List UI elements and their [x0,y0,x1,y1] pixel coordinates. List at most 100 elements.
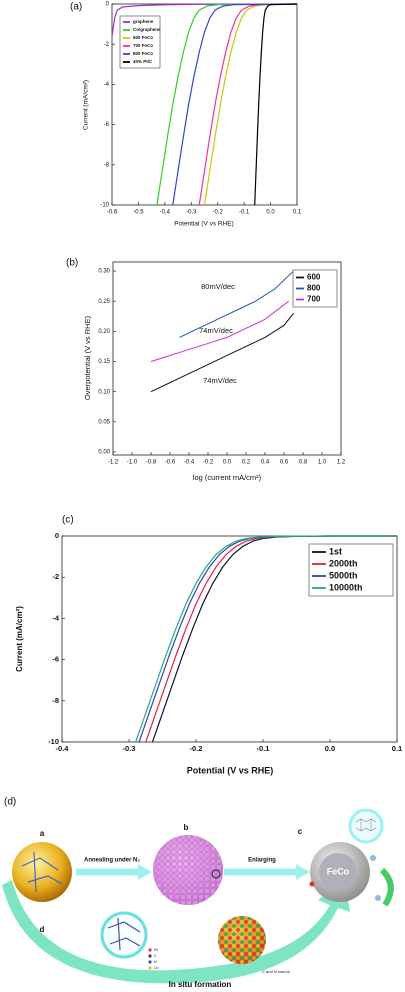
unit-cell [107,917,141,951]
arrow-head [296,864,310,880]
series-line [254,3,298,206]
x-tick-label: -0.6 [165,460,176,466]
unit-cell-inset [100,911,148,959]
y-axis-title: Current (mA/cm²) [83,80,90,130]
y-tick-label: 0 [55,531,59,540]
element-label: Fe [154,948,158,952]
step-label: b [184,823,189,832]
element-dot [148,948,152,952]
element-dot [148,954,152,958]
x-tick-label: 0.0 [266,210,275,216]
y-tick-label: -10 [48,737,59,746]
y-tick-label: -6 [52,655,59,664]
proton [370,855,376,861]
x-tick-label: -0.4 [56,744,70,753]
x-axis-title: Potential (V vs RHE) [174,221,234,228]
x-tick-label: 1.2 [337,460,346,466]
x-tick-label: 0.0 [223,460,232,466]
panel-label: (b) [66,258,78,269]
element-dot [148,960,152,964]
y-tick-label: -10 [100,203,109,209]
caption: In situ formation [169,980,232,989]
x-tick-label: 1.0 [318,460,327,466]
y-tick-label: 0.30 [98,269,110,275]
series-line [179,270,294,338]
legend-label: 5000th [329,570,358,580]
x-tick-label: -0.3 [186,210,197,216]
annotation: 74mV/dec [199,326,233,335]
series-line [150,300,290,362]
x-tick-label: -0.2 [203,460,214,466]
proton [375,895,381,901]
step-label: c [298,827,303,836]
x-tick-label: -0.2 [190,744,203,753]
y-tick-label: -2 [52,572,59,581]
panel-label: (d) [4,797,16,808]
series-line [156,3,298,206]
series-line [135,535,397,743]
element-dot [148,966,152,970]
panel-label: (a) [70,2,82,13]
y-tick-label: -8 [104,162,110,168]
x-tick-label: -0.6 [107,210,118,216]
x-axis-title: log (current mA/cm²) [193,473,262,482]
x-tick-label: -1.0 [127,460,138,466]
legend-label: 700 FeCo [133,43,153,48]
x-tick-label: -0.5 [133,210,144,216]
x-axis-title: Potential (V vs RHE) [187,765,274,775]
x-tick-label: -0.3 [123,744,136,753]
series-line [172,3,298,206]
legend-label: 10000th [329,582,363,592]
y-tick-label: 0.10 [98,389,110,395]
precursor-structure [21,851,63,893]
chart: -0.6 -0.5 -0.4 -0.3 -0.2 -0.1 0.0 0.1 -10 -8 -6 -4 -… [70,2,302,228]
annotation: 80mV/dec [201,282,235,291]
x-tick-label: -0.2 [213,210,224,216]
particle-texture [153,835,223,905]
diagram: (d) Annealing under N₂ Enlarging FeCo a … [2,797,394,989]
y-axis-title: Overpotential (V vs RHE) [83,315,92,400]
composite-texture [218,916,266,964]
x-tick-label: 0.0 [325,744,335,753]
legend-label: 40% Pt/C [133,59,153,64]
x-tick-label: 0.2 [242,460,251,466]
x-tick-label: -0.8 [146,460,157,466]
element-label: Co [154,966,159,970]
y-axis-title: Current (mA/cm²) [15,606,24,672]
y-tick-label: -6 [104,122,110,128]
legend-label: 800 [307,284,321,293]
source-label: C and N source [262,969,291,974]
legend-label: Co/graphene [133,27,161,32]
legend-label: 800 FeCo [133,51,153,56]
y-tick-label: 0.20 [98,329,110,335]
arrow-label: Annealing under N₂ [84,858,140,864]
element-label: C [154,954,157,958]
y-tick-label: -4 [104,82,110,88]
x-tick-label: 0.6 [280,460,289,466]
precursor-sphere [12,842,72,902]
graphene-inset [348,808,384,844]
annotation: 74mV/dec [203,376,237,385]
y-tick-label: 0.00 [98,450,110,456]
x-tick-label: -1.2 [108,460,119,466]
y-tick-label: 0.25 [98,299,110,305]
step-label: d [40,925,45,934]
core-label: FeCo [327,866,350,876]
x-tick-label: -0.4 [184,460,195,466]
chart: -1.2 -1.0 -0.8 -0.6 -0.4 -0.2 0.0 0.2 0.4 0.6 0.8 1… [66,258,346,482]
legend-box [119,15,161,69]
particle-zoom [211,869,221,879]
y-tick-label: -8 [52,696,59,705]
y-tick-label: 0.15 [98,359,110,365]
legend-label: 1st [329,546,342,556]
y-tick-label: 0 [106,2,110,8]
arrow-label: Enlarging [248,858,276,864]
arrow-head [138,864,152,880]
legend-label: 600 FeCo [133,35,153,40]
graphene-lattice [355,818,377,832]
y-tick-label: -4 [52,613,59,622]
x-tick-label: 0.1 [392,744,402,753]
legend-label: 2000th [329,558,358,568]
